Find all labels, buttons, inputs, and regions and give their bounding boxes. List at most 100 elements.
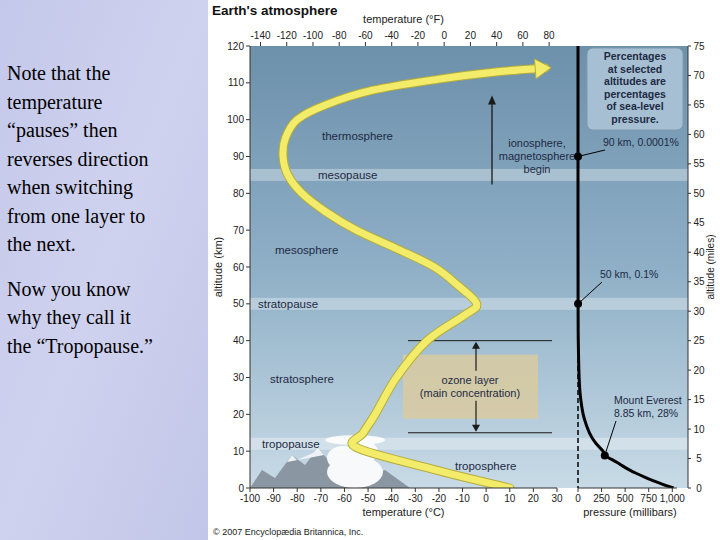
x2-tick-label: 40 [491,30,503,41]
x2-axis-title: temperature (°F) [363,13,444,25]
x-tick-label: -80 [290,493,305,504]
ionosphere-label: ionosphere, [508,137,566,149]
x-tick-label: -100 [240,493,260,504]
x-axis-title: temperature (°C) [362,506,444,518]
y2-tick [688,75,691,76]
x-tick [344,488,345,492]
chart-background [209,0,720,540]
note-text: pressure. [611,113,658,125]
temperature-curve [283,68,545,488]
x2-tick [522,42,523,46]
x-tick [297,488,298,492]
y2-tick [688,46,691,47]
y2-tick [688,252,691,253]
x2-tick-label: 0 [441,30,447,41]
x2-tick [549,42,550,46]
x-tick-label: -20 [432,493,447,504]
y2-tick-label: 15 [693,394,705,405]
leader-line [578,150,605,157]
x-tick [509,488,510,492]
y2-tick-label: 60 [693,129,705,140]
slide-background [0,0,208,540]
y2-tick [688,488,691,489]
y-tick [246,267,250,268]
y2-tick [688,311,691,312]
y2-tick-label: 30 [693,306,705,317]
sky [250,46,688,488]
x2-tick [391,42,392,46]
slide-text: Note that the [7,62,110,84]
x-tick-label: -40 [384,493,399,504]
y2-tick-label: 5 [696,453,702,464]
pressure-axis [578,488,677,489]
y2-tick [688,193,691,194]
layer-label: stratosphere [270,373,334,385]
y-tick [246,377,250,378]
x2-tick [286,42,287,46]
y-axis-title: altitude (km) [212,237,224,298]
y-tick [246,230,250,231]
snow [287,448,324,462]
y-tick [246,82,250,83]
boundary-label: mesopause [318,169,377,181]
y-tick-label: 50 [233,298,245,309]
x-tick [486,488,487,492]
note-text: of sea-level [606,100,663,112]
pressure-tick-label: 0 [575,493,581,504]
x-tick-label: -50 [361,493,376,504]
x2-tick-label: -60 [358,30,373,41]
x-tick [273,488,274,492]
x-tick [438,488,439,492]
ionosphere-arrowhead [488,96,496,105]
y-tick-label: 10 [233,446,245,457]
x2-tick-label: -120 [277,30,297,41]
point-label: 8.85 km, 28% [614,407,678,419]
slide-text: the “Tropopause.” [7,335,153,358]
ozone-arrow [475,401,476,428]
leader-line [578,282,602,304]
y2-tick [688,281,691,282]
pressure-tick-label: 1,000 [660,493,685,504]
ionosphere-arrow [491,103,492,185]
boundary-band [250,169,688,181]
y-tick-label: 120 [227,41,244,52]
slide-text: when switching [7,176,133,199]
pressure-axis-title: pressure (millibars) [583,506,677,518]
y-tick-label: 60 [233,262,245,273]
boundary-label: stratopause [258,298,318,310]
y-tick-label: 40 [233,335,245,346]
note-text: altitudes are [604,75,666,87]
y2-tick-label: 45 [693,217,705,228]
x-tick-label: 10 [504,493,516,504]
y2-tick-label: 25 [693,335,705,346]
y-tick-label: 0 [238,483,244,494]
x-tick [415,488,416,492]
x-axis [250,488,557,489]
x2-tick [312,42,313,46]
x-tick-label: -30 [408,493,423,504]
x2-tick-label: -100 [303,30,323,41]
slide-text: the next. [7,233,76,255]
y-tick [246,156,250,157]
pressure-tick [648,488,649,492]
x-tick [250,488,251,492]
y-tick [246,488,250,489]
x-tick [368,488,369,492]
pressure-tick [601,488,602,492]
title: Earth's atmosphere [212,3,338,18]
x2-tick [496,42,497,46]
note-text: at selected [608,63,662,75]
ozone-arrowhead [472,342,480,349]
y-tick-label: 80 [233,188,245,199]
note-text: Percentages [604,50,667,62]
y2-tick [688,163,691,164]
x2-tick [417,42,418,46]
y2-tick-label: 40 [693,247,705,258]
point-label: 50 km, 0.1% [600,268,658,280]
y-tick [246,303,250,304]
y2-tick-label: 35 [693,276,705,287]
layer-label: thermosphere [322,130,393,142]
credit: © 2007 Encyclopædia Britannica, Inc. [213,527,363,537]
y2-tick [688,340,691,341]
x-tick-label: 0 [483,493,489,504]
